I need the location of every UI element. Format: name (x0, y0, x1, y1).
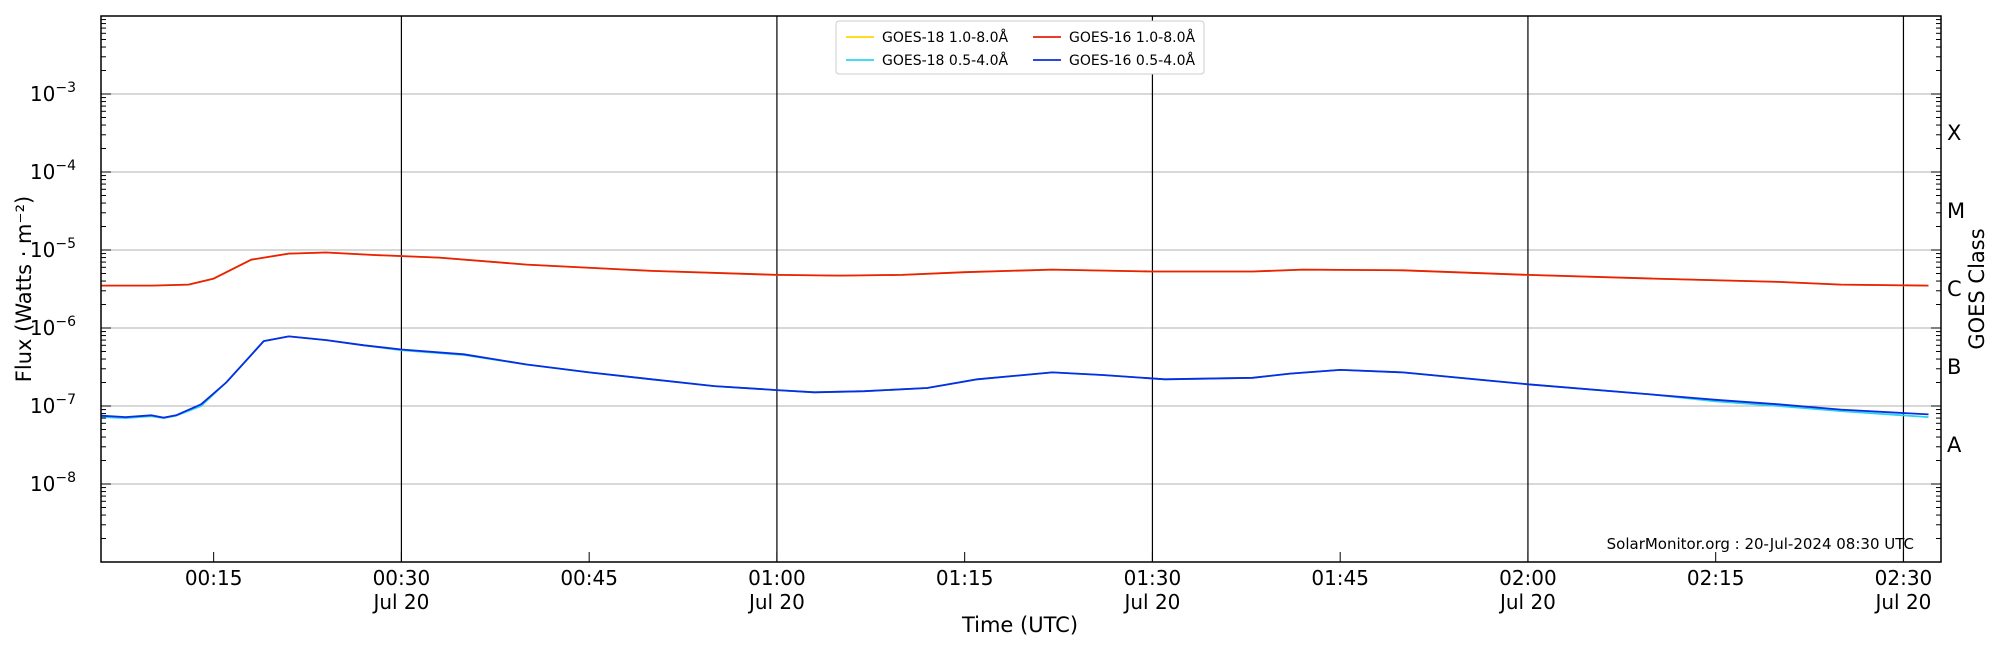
x-tick-label-0: 00:15 (185, 566, 243, 590)
x-tick-date-7: Jul 20 (1498, 590, 1556, 614)
goes-class-b: B (1947, 355, 1961, 379)
x-tick-label-4: 01:15 (936, 566, 994, 590)
y-tick-exponent: −7 (55, 392, 76, 408)
y2-axis-label: GOES Class (1965, 228, 1989, 349)
series-line-0 (101, 251, 1929, 287)
legend-label-1: GOES-16 1.0-8.0Å (1069, 29, 1195, 46)
series-lines (100, 251, 1929, 419)
goes-class-x: X (1947, 121, 1961, 145)
y-tick-exponent: −8 (55, 470, 76, 486)
x-tick-label-9: 02:30 (1875, 566, 1933, 590)
x-tick-date-1: Jul 20 (371, 590, 429, 614)
y-tick-label-0: 10−8 (30, 470, 76, 496)
x-tick-label-2: 00:45 (560, 566, 618, 590)
half-hour-lines (400, 16, 1905, 562)
grid-lines (101, 93, 1941, 485)
y-tick-exponent: −4 (55, 158, 76, 174)
goes-class-m: M (1947, 199, 1965, 223)
goes-class-a: A (1947, 433, 1962, 457)
legend-label-3: GOES-16 0.5-4.0Å (1069, 52, 1195, 69)
axis-ticks (101, 19, 1941, 563)
x-tick-label-5: 01:30 (1124, 566, 1182, 590)
y-tick-labels: 10−8 10−7 10−6 10−5 10−4 10−3 (30, 80, 76, 496)
y-tick-label-5: 10−3 (30, 80, 76, 106)
goes-class-labels: A B C M X (1947, 121, 1965, 457)
x-tick-label-3: 01:00 (748, 566, 806, 590)
y-tick-label-3: 10−5 (30, 236, 76, 262)
credit-text: SolarMonitor.org : 20-Jul-2024 08:30 UTC (1607, 535, 1914, 553)
y-tick-exponent: −5 (55, 236, 76, 252)
y-tick-label-2: 10−6 (30, 314, 76, 340)
y-tick-label-1: 10−7 (30, 392, 76, 418)
x-tick-date-9: Jul 20 (1873, 590, 1931, 614)
x-tick-date-5: Jul 20 (1122, 590, 1180, 614)
series-line-1 (101, 251, 1929, 287)
legend-label-2: GOES-18 0.5-4.0Å (882, 52, 1008, 69)
legend-box (835, 20, 1205, 75)
y-axis-label: Flux (Watts · m⁻²) (12, 196, 36, 382)
legend-label-0: GOES-18 1.0-8.0Å (882, 29, 1008, 46)
x-tick-label-8: 02:15 (1687, 566, 1745, 590)
y-tick-exponent: −3 (55, 80, 76, 96)
x-tick-label-7: 02:00 (1499, 566, 1557, 590)
plot-frame (100, 15, 1942, 563)
x-axis-label: Time (UTC) (961, 613, 1078, 637)
series-line-3 (100, 335, 1929, 419)
goes-class-c: C (1947, 277, 1962, 301)
x-tick-label-1: 00:30 (373, 566, 431, 590)
legend: GOES-18 1.0-8.0Å GOES-16 1.0-8.0Å GOES-18 … (835, 20, 1205, 75)
y-tick-label-4: 10−4 (30, 158, 76, 184)
y-tick-exponent: −6 (55, 314, 76, 330)
x-tick-date-3: Jul 20 (747, 590, 805, 614)
x-tick-label-6: 01:45 (1311, 566, 1369, 590)
